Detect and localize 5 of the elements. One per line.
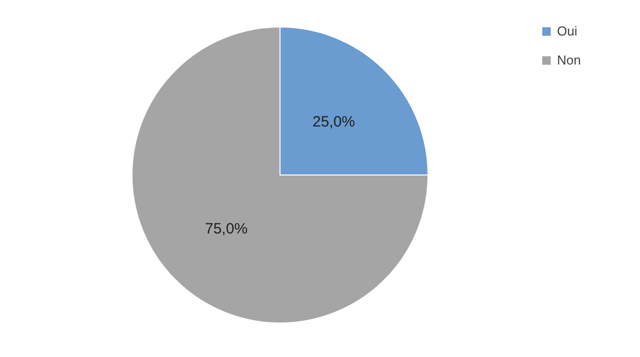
legend-label: Oui [557, 24, 578, 38]
data-label: 75,0% [204, 220, 248, 238]
legend-label: Non [557, 52, 581, 68]
data-label: 25,0% [312, 113, 356, 130]
pie-slice [132, 26, 428, 324]
